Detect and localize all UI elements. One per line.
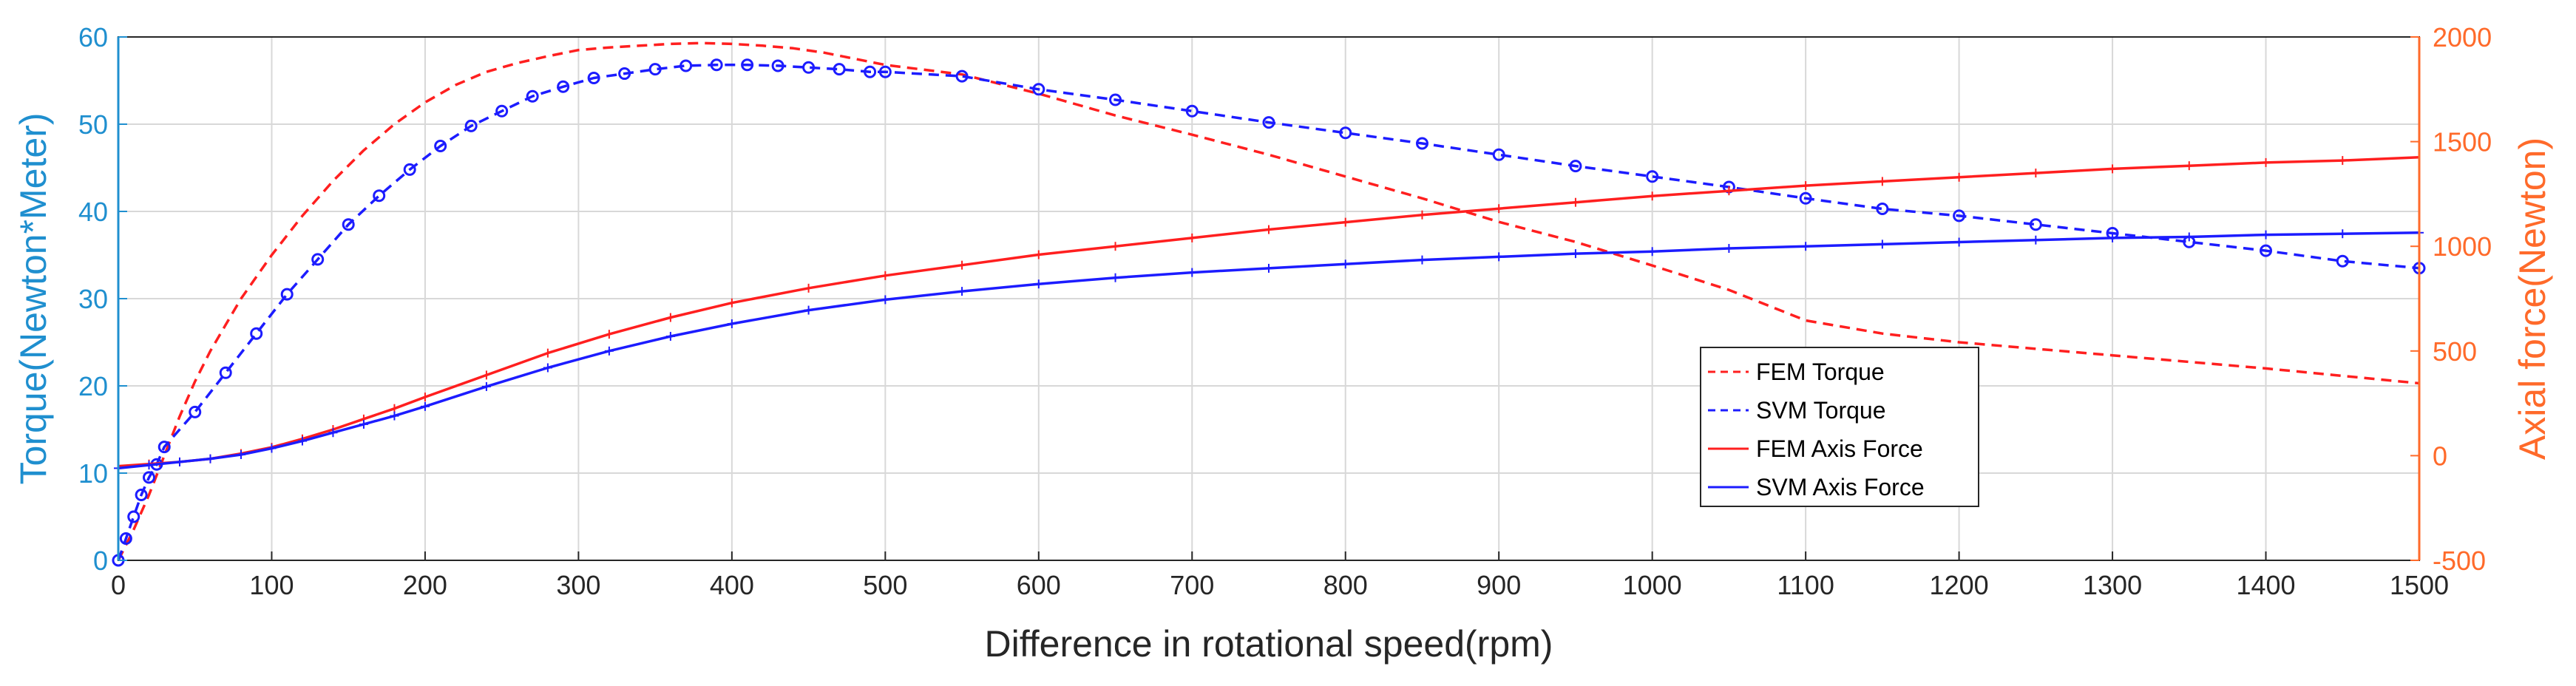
right-tick-label: 0: [2433, 441, 2447, 471]
legend-label-fem-axis-force: FEM Axis Force: [1756, 435, 1923, 462]
data-point-svm-torque: [311, 253, 325, 266]
data-point-svm-torque: [618, 67, 631, 81]
data-point-svm-torque: [648, 63, 662, 76]
data-point-svm-torque: [157, 441, 171, 454]
legend-box: [1700, 347, 1979, 507]
data-point-svm-torque: [219, 366, 232, 379]
right-tick-label: 2000: [2433, 22, 2492, 52]
data-point-svm-torque: [403, 163, 416, 176]
data-point-svm-torque: [1109, 93, 1122, 106]
data-point-svm-torque: [1492, 148, 1505, 161]
data-point-svm-torque: [802, 61, 816, 74]
left-tick-label: 40: [78, 197, 108, 227]
data-point-svm-torque: [1953, 209, 1966, 223]
data-point-svm-torque: [1569, 160, 1582, 173]
data-point-svm-torque: [2260, 244, 2273, 257]
data-point-svm-torque: [1339, 126, 1352, 140]
data-point-svm-torque: [464, 119, 478, 132]
series-line-svm-torque: [117, 64, 2420, 561]
left-tick-label: 60: [78, 22, 108, 52]
right-axis-title: Axial force(Newton): [2512, 137, 2553, 460]
data-point-svm-torque: [127, 510, 140, 523]
data-point-svm-torque: [495, 104, 509, 118]
x-axis-title: Difference in rotational speed(rpm): [985, 623, 1553, 665]
series-layer: [112, 41, 2426, 567]
data-point-svm-torque: [955, 69, 969, 83]
x-tick-label: 1500: [2390, 570, 2449, 600]
data-point-svm-torque: [1876, 202, 1889, 215]
x-tick-label: 600: [1017, 570, 1061, 600]
data-point-svm-torque: [710, 58, 723, 72]
data-point-svm-torque: [771, 59, 784, 72]
data-point-svm-torque: [1262, 116, 1275, 129]
data-point-svm-torque: [280, 288, 294, 301]
left-tick-label: 50: [78, 109, 108, 140]
data-point-svm-torque: [1032, 83, 1045, 96]
data-point-svm-torque: [135, 489, 148, 501]
x-tick-label: 700: [1170, 570, 1214, 600]
data-point-svm-torque: [833, 63, 846, 76]
data-point-svm-torque: [526, 89, 539, 103]
x-tick-label: 1100: [1777, 570, 1834, 600]
legend-label-svm-torque: SVM Torque: [1756, 397, 1886, 424]
data-point-svm-torque: [1415, 137, 1428, 150]
right-tick-label: -500: [2433, 546, 2486, 576]
data-point-svm-torque: [878, 65, 892, 78]
x-tick-label: 300: [556, 570, 600, 600]
left-tick-label: 30: [78, 284, 108, 314]
right-tick-label: 1000: [2433, 231, 2492, 262]
data-point-svm-torque: [2336, 254, 2349, 268]
x-tick-label: 900: [1477, 570, 1521, 600]
legend: FEM Torque SVM Torque FEM Axis Force SVM…: [1700, 347, 1979, 507]
data-point-svm-torque: [189, 405, 202, 418]
x-tick-label: 100: [249, 570, 294, 600]
data-point-svm-torque: [142, 471, 155, 484]
left-tick-label: 0: [93, 546, 108, 576]
data-point-svm-torque: [373, 189, 386, 203]
data-point-svm-torque: [1799, 191, 1812, 205]
x-tick-label: 1200: [1930, 570, 1989, 600]
x-tick-label: 1400: [2236, 570, 2295, 600]
x-tick-label: 800: [1323, 570, 1368, 600]
x-tick-label: 500: [863, 570, 907, 600]
legend-label-fem-torque: FEM Torque: [1756, 359, 1885, 385]
series-line-fem-axis-force: [118, 156, 2420, 468]
data-point-svm-torque: [250, 327, 263, 340]
series-line-fem-torque: [117, 41, 2420, 561]
data-point-svm-torque: [119, 532, 132, 545]
data-point-svm-torque: [2029, 218, 2042, 231]
series-line-svm-axis-force: [118, 231, 2420, 470]
data-point-svm-torque: [587, 71, 600, 84]
x-tick-label: 1300: [2083, 570, 2142, 600]
data-point-svm-torque: [557, 80, 570, 93]
left-axis-title: Torque(Newton*Meter): [13, 113, 54, 485]
x-tick-label: 1000: [1623, 570, 1682, 600]
data-point-svm-torque: [679, 59, 693, 72]
data-point-svm-torque: [864, 65, 877, 78]
data-point-svm-torque: [741, 58, 754, 72]
right-tick-label: 1500: [2433, 127, 2492, 157]
data-point-svm-torque: [1185, 104, 1199, 118]
data-point-svm-torque: [1646, 170, 1659, 183]
left-tick-label: 10: [78, 458, 108, 489]
x-tick-label: 400: [710, 570, 754, 600]
axes: 0 100 200 300 400 500 600 700 800 900 1000 1100 1200…: [78, 22, 2492, 600]
right-tick-label: 500: [2433, 336, 2477, 367]
left-tick-label: 20: [78, 371, 108, 401]
x-tick-label: 0: [111, 570, 126, 600]
x-tick-label: 200: [403, 570, 447, 600]
data-point-svm-torque: [342, 218, 355, 231]
legend-label-svm-axis-force: SVM Axis Force: [1756, 474, 1925, 500]
data-point-svm-torque: [434, 140, 447, 152]
